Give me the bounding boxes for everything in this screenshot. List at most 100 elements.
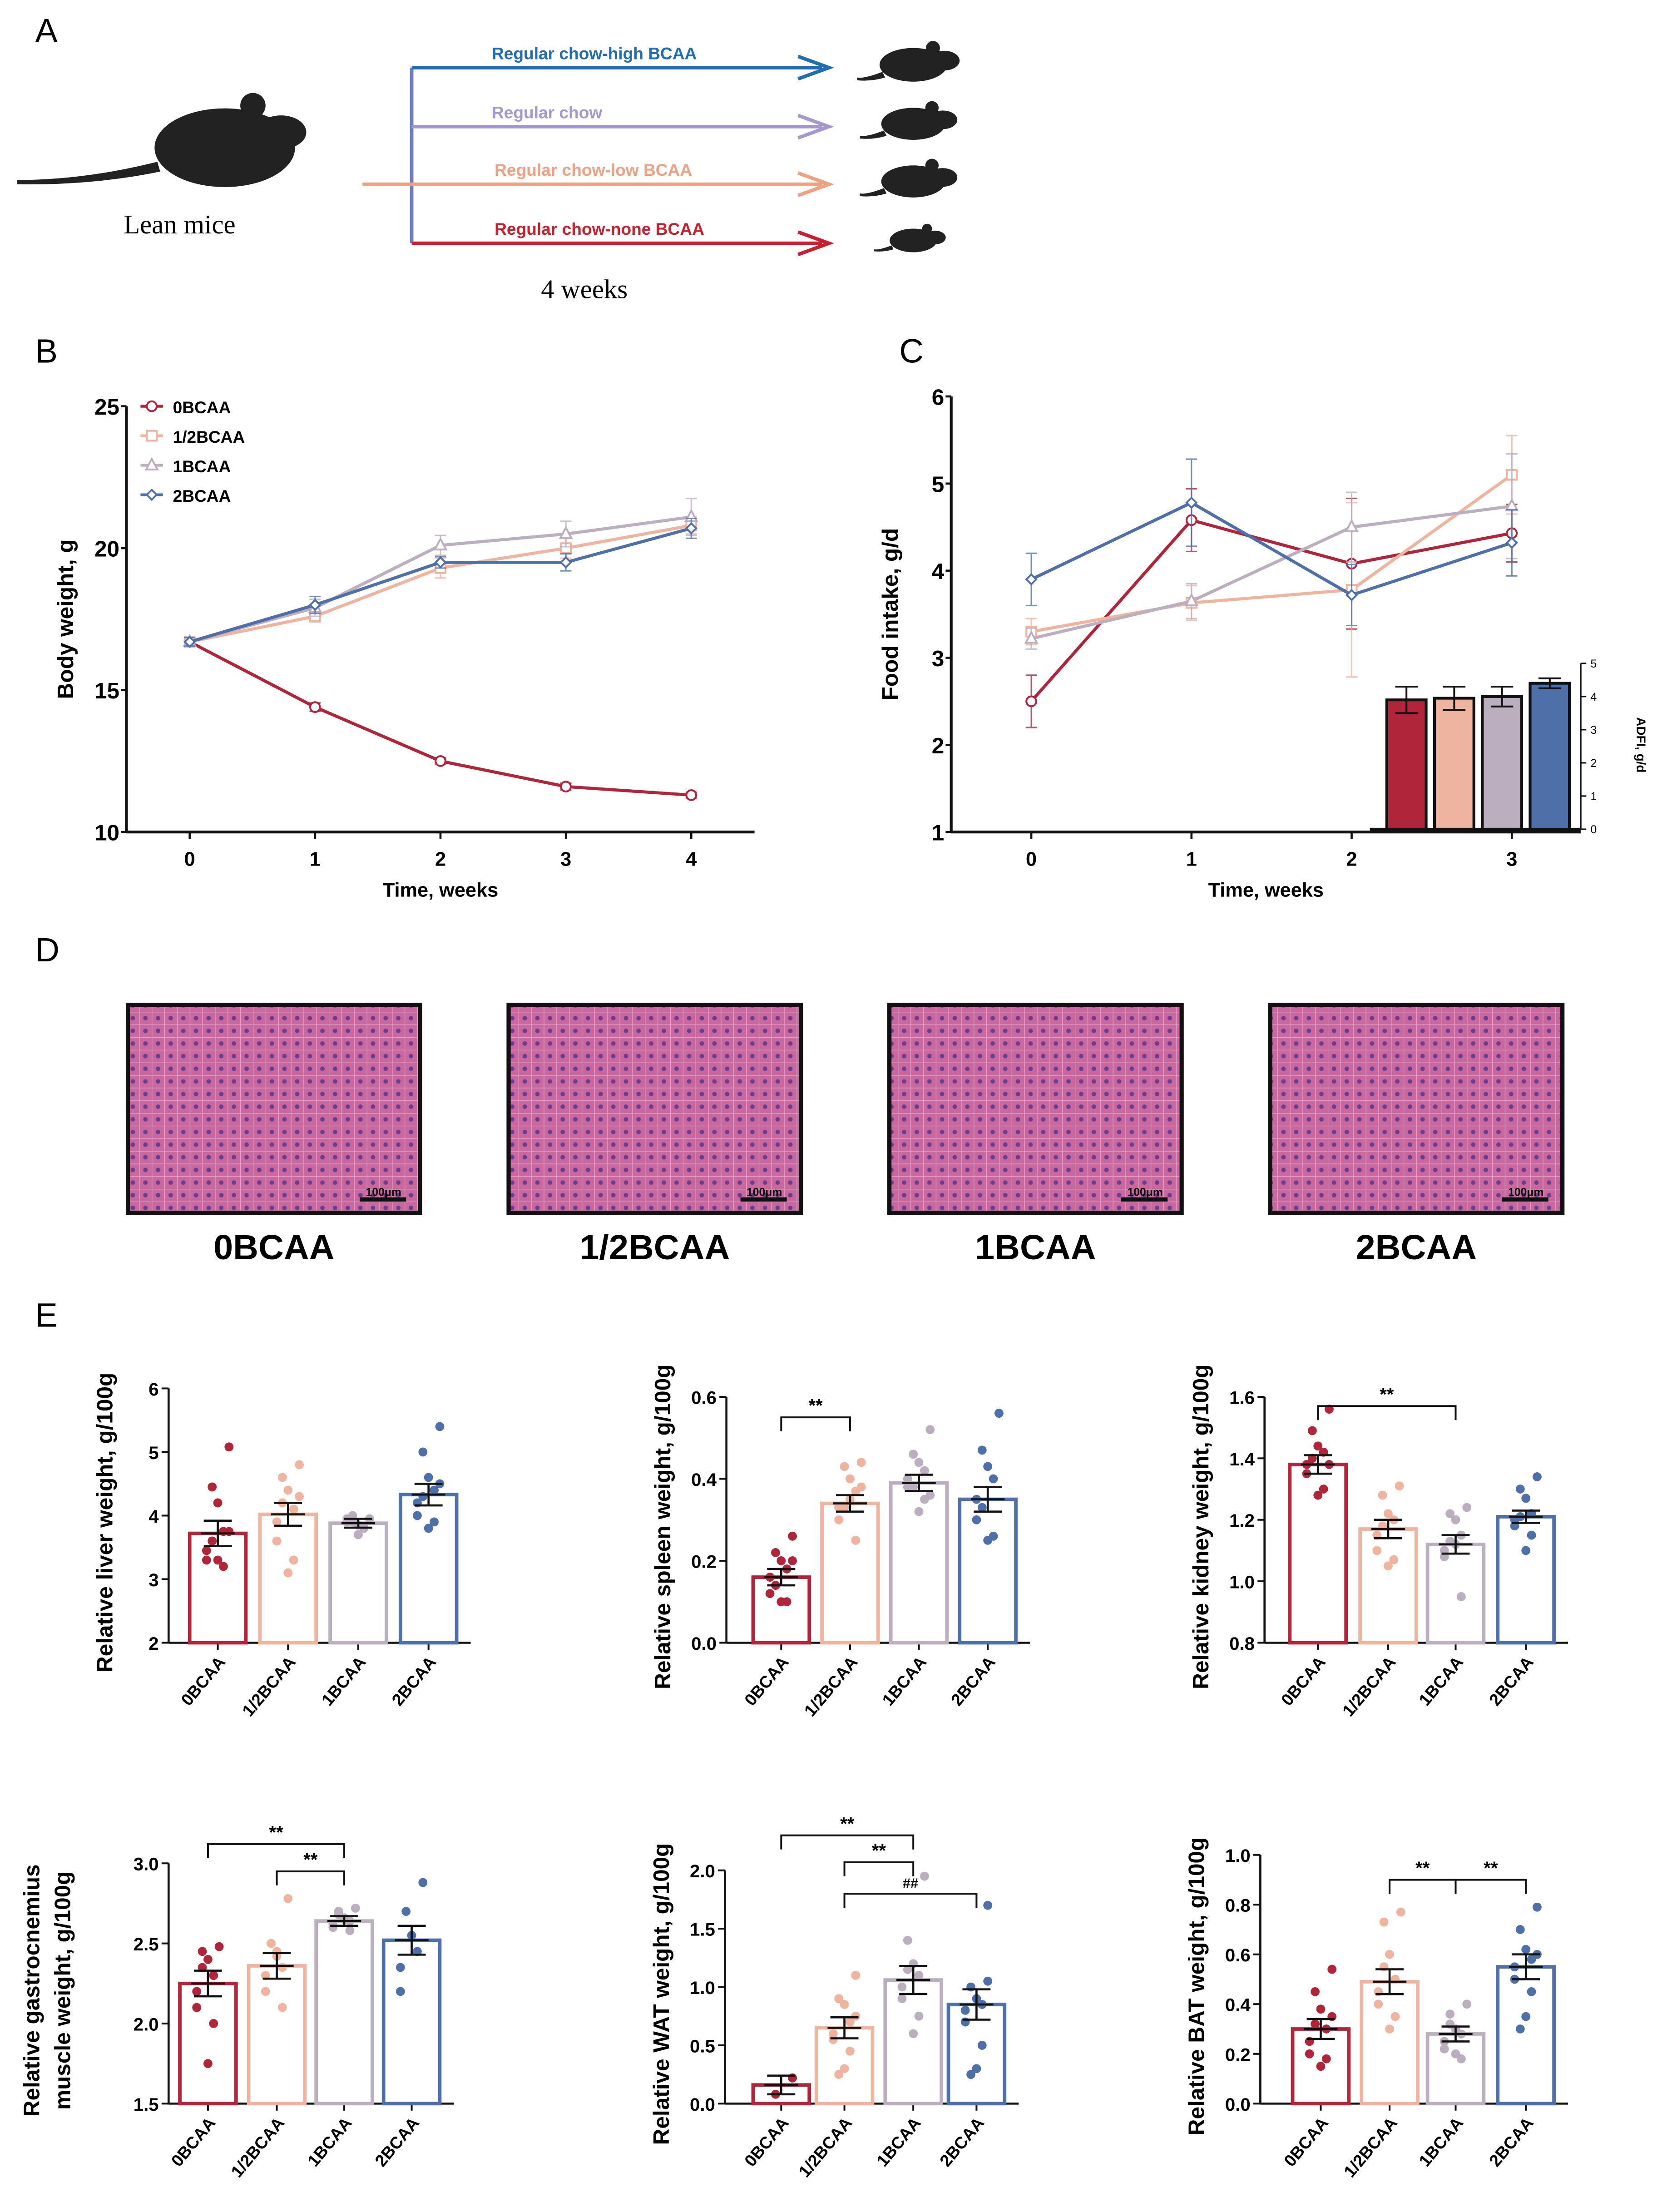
significance-bracket (780, 1416, 851, 1432)
x-tick-label: 2BCAA (388, 1653, 440, 1709)
error-bar (764, 1568, 798, 1587)
x-tick-label: 1BCAA (303, 2113, 355, 2170)
mouse-ear (925, 158, 939, 172)
data-point (977, 2041, 987, 2050)
bar-1BCAA (889, 1481, 949, 1645)
data-point (788, 1531, 797, 1541)
data-point (914, 1507, 924, 1516)
series-line (189, 640, 692, 797)
bar-1BCAA (883, 1978, 943, 2106)
scale-bar (740, 1197, 787, 1202)
chart-E6: 0.0 0.2 0.4 0.6 0.8 1.0 Relative BAT weight, g… (1184, 1837, 1568, 2181)
data-point (846, 2046, 855, 2056)
y-axis-title: Relative gastrocnemius (20, 1864, 45, 2117)
y-tick-label: 1.5 (134, 2094, 159, 2115)
data-point (1462, 1999, 1472, 2009)
data-point (418, 1878, 428, 1887)
x-tick-label: 2BCAA (371, 2113, 423, 2170)
inset-y-tick-label: 3 (1591, 724, 1597, 737)
y-tick-label: 2 (932, 733, 945, 758)
error-bar (896, 1965, 930, 1995)
x-tick-label: 1/2BCAA (238, 1653, 299, 1720)
legend-label: 0BCAA (173, 398, 231, 417)
image-label: 2BCAA (1356, 1228, 1477, 1267)
bar-2BCAA (1496, 1515, 1556, 1645)
error-bar (1301, 1454, 1335, 1475)
error-bar (191, 1970, 225, 1998)
data-point (840, 2064, 849, 2073)
significance-label: ** (1484, 1858, 1498, 1878)
y-tick-label: 3 (932, 646, 945, 671)
significance-bracket (276, 1870, 346, 1885)
data-point (295, 1460, 304, 1470)
data-point (920, 1871, 929, 1881)
legend-label: 1BCAA (173, 457, 231, 476)
y-tick-label: 1.6 (1229, 1387, 1255, 1408)
duration-label: 4 weeks (541, 274, 628, 304)
y-tick-label: 5 (148, 1443, 158, 1463)
mouse-ear (925, 101, 939, 115)
data-point (914, 1970, 924, 1980)
data-point (1445, 2009, 1455, 2019)
bar-2BCAA (398, 1493, 459, 1645)
error-bar (971, 1486, 1005, 1513)
error-bar (341, 1518, 376, 1529)
x-tick-label: 1 (1186, 848, 1197, 870)
y-tick-label: 0.4 (691, 1470, 717, 1490)
data-point (903, 1935, 912, 1945)
x-tick-label: 1/2BCAA (800, 1653, 861, 1720)
y-tick-label: 1.0 (690, 1978, 715, 1998)
series-line (1031, 505, 1512, 640)
data-point (966, 2070, 975, 2079)
mouse-tail (857, 72, 885, 81)
data-point (214, 1942, 224, 1951)
x-tick-label: 0BCAA (741, 2113, 792, 2170)
x-tick-label: 1/2BCAA (1338, 1653, 1399, 1720)
mouse-body (890, 228, 937, 252)
data-point (925, 1490, 935, 1500)
data-point (983, 1535, 993, 1545)
data-point (960, 2005, 970, 2015)
y-tick-label: 4 (932, 559, 945, 584)
y-tick-label: 1 (932, 821, 945, 846)
significance-bracket (1389, 1879, 1457, 1894)
data-point (267, 1939, 276, 1948)
data-point (203, 2059, 213, 2068)
x-tick-label: 1BCAA (1415, 1653, 1467, 1709)
data-point (983, 1900, 993, 1910)
chart-E5: 0.0 0.5 1.0 1.5 2.0 Relative WAT weight, g/10… (649, 1813, 1019, 2181)
scale-bar-label: 100μm (1508, 1187, 1543, 1199)
y-tick-label: 1.0 (1225, 1846, 1251, 1866)
x-tick-label: 1BCAA (873, 2113, 925, 2170)
series-line (1030, 501, 1513, 597)
mouse-ear (922, 223, 932, 234)
data-point (1533, 1472, 1542, 1481)
data-point (909, 1450, 918, 1459)
mouse-icon (860, 101, 958, 140)
error-bar (201, 1519, 235, 1547)
diet-label: Regular chow-none BCAA (495, 219, 704, 238)
marker-square (146, 430, 158, 442)
marker-diamond (1185, 496, 1198, 509)
x-tick-label: 0BCAA (167, 2113, 219, 2170)
scale-bar (360, 1197, 406, 1202)
significance-bracket (780, 1834, 915, 1850)
significance-bracket (1454, 1879, 1527, 1894)
significance-label: ** (872, 1840, 886, 1861)
x-tick-label: 0 (184, 848, 195, 870)
inset-bar-0BCAA (1385, 698, 1428, 831)
marker-circle (435, 755, 446, 767)
y-tick-label: 1.2 (1229, 1510, 1255, 1531)
data-point (202, 1555, 211, 1565)
data-point (430, 1485, 439, 1495)
data-point (208, 1536, 217, 1546)
data-point (925, 1425, 935, 1435)
data-point (846, 1474, 855, 1484)
y-tick-label: 2 (148, 1633, 158, 1654)
data-point (1379, 1917, 1389, 1927)
chart-B: 10 15 20 25 0 1 2 3 4 Time, weeks Body weight, g 0B… (53, 395, 755, 901)
data-point (213, 1555, 223, 1565)
data-point (1456, 1592, 1466, 1601)
error-bar (395, 1925, 429, 1956)
mouse-body (881, 108, 945, 140)
